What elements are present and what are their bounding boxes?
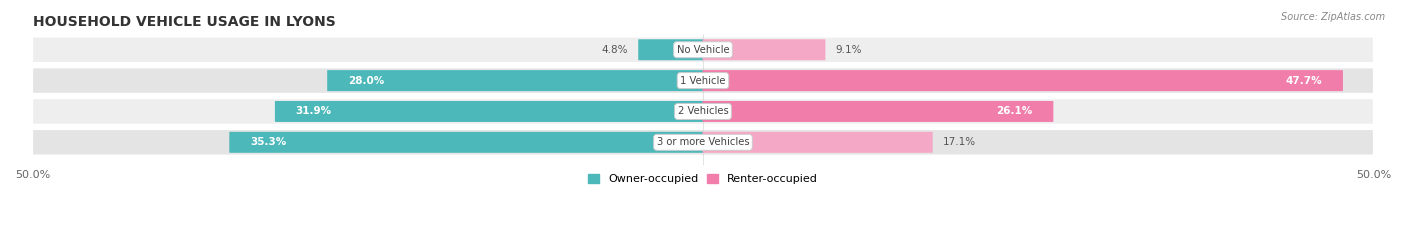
FancyBboxPatch shape (328, 70, 703, 91)
FancyBboxPatch shape (229, 132, 703, 153)
FancyBboxPatch shape (32, 98, 1374, 125)
FancyBboxPatch shape (703, 132, 932, 153)
FancyBboxPatch shape (276, 101, 703, 122)
FancyBboxPatch shape (703, 70, 1343, 91)
Text: No Vehicle: No Vehicle (676, 45, 730, 55)
Text: Source: ZipAtlas.com: Source: ZipAtlas.com (1281, 12, 1385, 22)
Text: 3 or more Vehicles: 3 or more Vehicles (657, 137, 749, 147)
Text: 31.9%: 31.9% (295, 106, 332, 116)
Legend: Owner-occupied, Renter-occupied: Owner-occupied, Renter-occupied (583, 170, 823, 189)
Text: 9.1%: 9.1% (835, 45, 862, 55)
FancyBboxPatch shape (638, 39, 703, 60)
Text: 35.3%: 35.3% (250, 137, 285, 147)
Text: 17.1%: 17.1% (943, 137, 976, 147)
FancyBboxPatch shape (32, 129, 1374, 156)
Text: 1 Vehicle: 1 Vehicle (681, 75, 725, 86)
FancyBboxPatch shape (703, 101, 1053, 122)
Text: HOUSEHOLD VEHICLE USAGE IN LYONS: HOUSEHOLD VEHICLE USAGE IN LYONS (32, 15, 336, 29)
FancyBboxPatch shape (32, 37, 1374, 63)
Text: 47.7%: 47.7% (1286, 75, 1323, 86)
FancyBboxPatch shape (703, 39, 825, 60)
FancyBboxPatch shape (32, 67, 1374, 94)
Text: 28.0%: 28.0% (347, 75, 384, 86)
Text: 2 Vehicles: 2 Vehicles (678, 106, 728, 116)
Text: 26.1%: 26.1% (997, 106, 1033, 116)
Text: 4.8%: 4.8% (602, 45, 628, 55)
